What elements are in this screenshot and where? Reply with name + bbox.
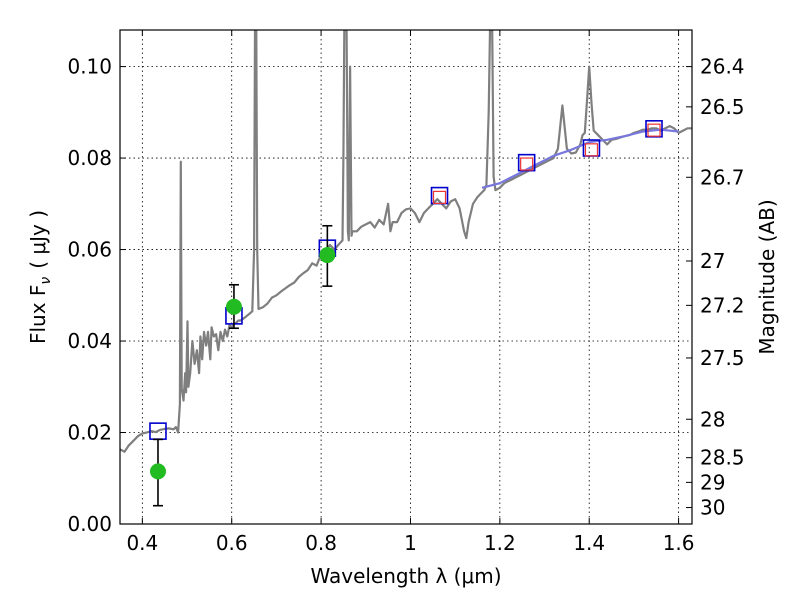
y2-tick-label: 29 <box>700 470 725 494</box>
y2-tick-label: 30 <box>700 496 725 520</box>
x-tick-label: 1.4 <box>573 531 605 555</box>
blue-square-marker <box>517 153 536 172</box>
svg-text:Flux Fν( μJy ): Flux Fν ( μJy ) <box>26 210 54 344</box>
grid-layer <box>120 30 692 524</box>
green-data-point <box>319 247 336 264</box>
y-axis-label: Flux Fν ( μJy ) <box>26 210 54 344</box>
red-square-marker <box>520 157 534 171</box>
y2-tick-label: 27.2 <box>700 293 745 317</box>
y2-tick-label: 26.5 <box>700 95 745 119</box>
y-tick-label: 0.00 <box>67 512 112 536</box>
y2-tick-label: 28.5 <box>700 446 745 470</box>
y-tick-label: 0.02 <box>67 421 112 445</box>
y-tick-label: 0.08 <box>67 146 112 170</box>
y-axis-label-unit: ( μJy ) <box>26 210 50 269</box>
blue-square-marker <box>645 120 663 138</box>
y-tick-label: 0.04 <box>67 329 112 353</box>
y2-tick-label: 28 <box>700 407 725 431</box>
red-square-marker <box>647 123 661 137</box>
green-data-point <box>149 463 166 480</box>
y2-tick-label: 27.5 <box>700 346 745 370</box>
y-axis-label-sub: ν <box>38 277 54 285</box>
y-tick-label: 0.06 <box>67 238 112 262</box>
spectrum-line <box>120 30 692 453</box>
x-tick-label: 1.6 <box>663 531 695 555</box>
x-tick-label: 0.6 <box>216 531 248 555</box>
x-tick-label: 0.4 <box>126 531 158 555</box>
green-data-point <box>225 298 242 315</box>
y-axis-label-main: Flux F <box>26 285 50 344</box>
x-tick-label: 0.8 <box>305 531 337 555</box>
x-tick-label: 1.2 <box>484 531 516 555</box>
marker-layer <box>149 120 663 507</box>
red-square-marker <box>584 143 599 157</box>
y2-tick-label: 27 <box>700 249 725 273</box>
red-square-marker <box>432 190 447 205</box>
x-tick-label: 1 <box>404 531 417 555</box>
plot-background <box>120 30 692 524</box>
y2-tick-label: 26.7 <box>700 165 745 189</box>
y2-axis-label: Magnitude (AB) <box>755 199 779 354</box>
y2-tick-label: 26.4 <box>700 55 745 79</box>
tick-layer: 0.4 0.6 0.8 1 1.2 1.4 1.6 0.00 0.02 0.04 0.06 0.08 0… <box>67 30 745 555</box>
y-tick-label: 0.10 <box>67 55 112 79</box>
x-axis-label: Wavelength λ (μm) <box>310 564 501 588</box>
plot-frame <box>119 29 693 525</box>
